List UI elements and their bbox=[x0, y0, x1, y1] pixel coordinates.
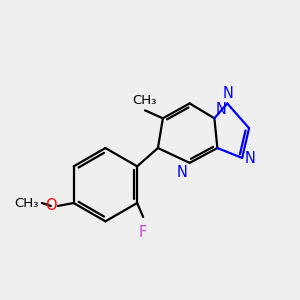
Text: N: N bbox=[177, 165, 188, 180]
Text: CH₃: CH₃ bbox=[132, 94, 156, 107]
Text: N: N bbox=[245, 152, 256, 166]
Text: F: F bbox=[139, 225, 147, 240]
Text: CH₃: CH₃ bbox=[15, 196, 39, 209]
Text: N: N bbox=[215, 102, 226, 117]
Text: N: N bbox=[223, 86, 234, 101]
Text: O: O bbox=[45, 199, 57, 214]
